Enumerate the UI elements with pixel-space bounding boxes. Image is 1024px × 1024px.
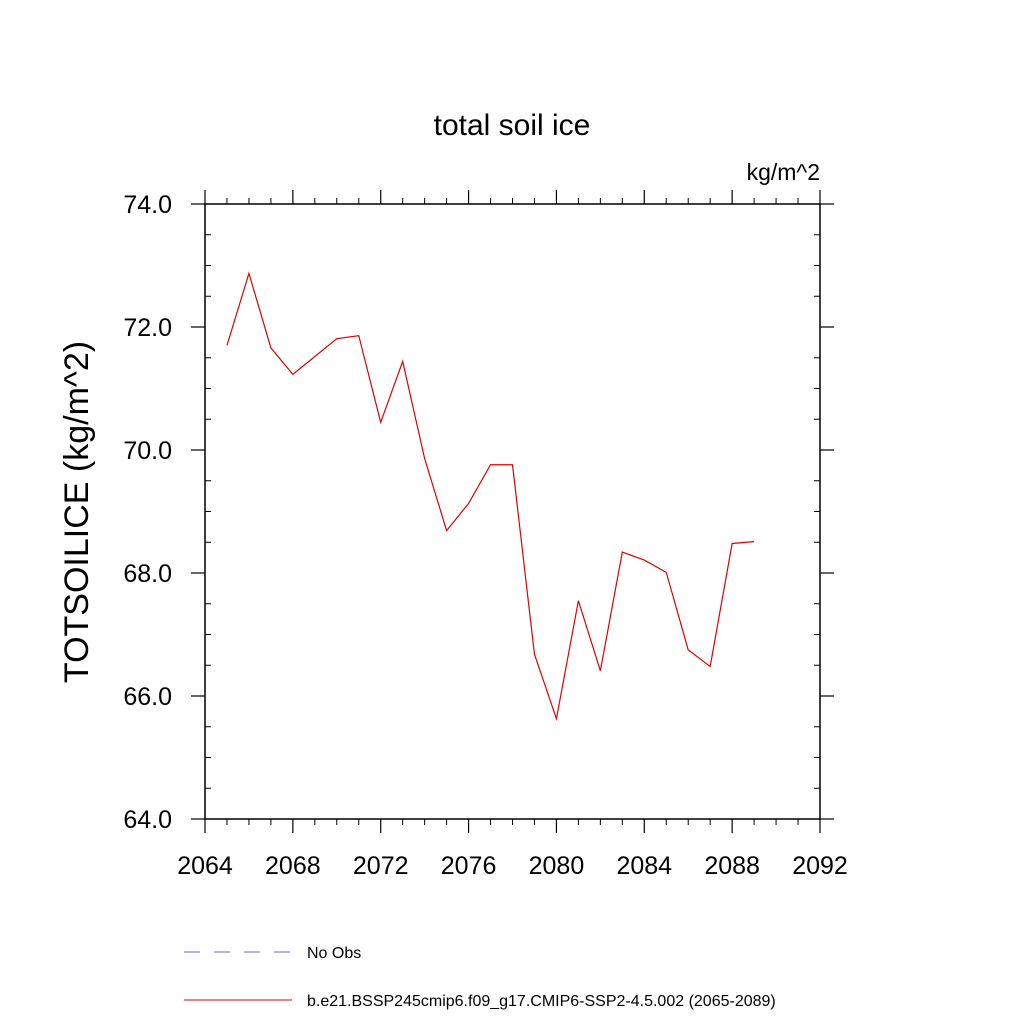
axis-tick-labels: 2064 2068 2072 2076 2080 2084 2088 2092 64.0 66.0…: [123, 191, 847, 880]
series-lines: [226, 271, 755, 722]
y-tick-label: 72.0: [123, 314, 172, 342]
x-tick-label: 2064: [177, 852, 233, 880]
y-tick-label: 68.0: [123, 560, 172, 588]
series-line: [226, 271, 755, 722]
y-tick-label: 66.0: [123, 683, 172, 711]
legend: No Obs b.e21.BSSP245cmip6.f09_g17.CMIP6-S…: [184, 945, 776, 1010]
x-tick-label: 2072: [353, 852, 409, 880]
y-tick-label: 70.0: [123, 437, 172, 465]
units-label: kg/m^2: [747, 159, 820, 185]
y-tick-label: 64.0: [123, 806, 172, 834]
axis-ticks: [191, 190, 834, 833]
chart-title: total soil ice: [434, 109, 591, 142]
legend-label: b.e21.BSSP245cmip6.f09_g17.CMIP6-SSP2-4.…: [307, 993, 776, 1010]
x-tick-label: 2080: [529, 852, 585, 880]
x-tick-label: 2084: [616, 852, 672, 880]
x-tick-label: 2068: [265, 852, 321, 880]
x-tick-label: 2092: [792, 852, 848, 880]
x-tick-label: 2076: [441, 852, 497, 880]
y-tick-label: 74.0: [123, 191, 172, 219]
plot-frame: [204, 203, 821, 820]
y-axis-label: TOTSOILICE (kg/m^2): [58, 341, 96, 683]
x-tick-label: 2088: [704, 852, 760, 880]
legend-label: No Obs: [307, 945, 361, 962]
